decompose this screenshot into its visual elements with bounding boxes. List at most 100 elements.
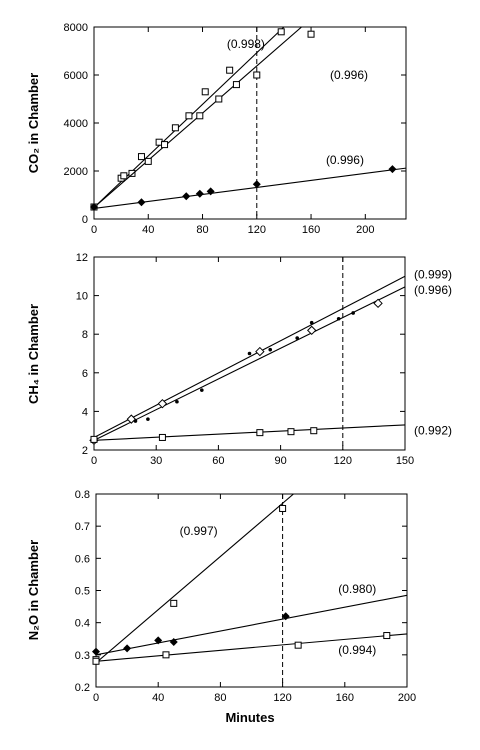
data-point xyxy=(307,30,315,38)
y-tick-label: 12 xyxy=(76,252,88,264)
r-value-label: (0.992) xyxy=(414,424,452,438)
r-value-label: (0.999) xyxy=(414,267,452,281)
data-point xyxy=(306,325,317,336)
data-point xyxy=(247,351,252,356)
data-point xyxy=(169,637,178,646)
data-point xyxy=(252,180,261,189)
data-point xyxy=(294,641,302,649)
data-point xyxy=(201,88,209,96)
y-tick-label: 0.7 xyxy=(75,521,90,533)
data-point xyxy=(92,647,100,656)
y-tick-label: 0 xyxy=(82,214,88,226)
y-tick-label: 0.6 xyxy=(75,553,90,565)
r-value-label: (0.994) xyxy=(338,643,376,657)
data-point xyxy=(137,198,146,207)
r-value-label: (0.996) xyxy=(414,283,452,297)
y-axis-label: CO₂ in Chamber xyxy=(26,73,41,173)
x-tick-label: 80 xyxy=(196,224,208,236)
data-point xyxy=(383,632,391,640)
x-tick-label: 200 xyxy=(398,692,416,704)
data-point xyxy=(309,320,314,325)
y-axis-label: N₂O in Chamber xyxy=(26,540,41,640)
data-point xyxy=(287,428,295,436)
data-point xyxy=(232,81,240,89)
panel-1: 0 40 80 120 160 20002000400060008000(0.998)(0… xyxy=(26,22,407,236)
x-tick-label: 90 xyxy=(274,455,286,467)
data-point xyxy=(170,599,178,607)
data-point xyxy=(373,298,383,309)
x-tick-label: 160 xyxy=(336,692,354,704)
data-point xyxy=(226,66,234,74)
y-tick-label: 10 xyxy=(76,291,88,303)
x-tick-label: 120 xyxy=(248,224,266,236)
y-tick-label: 6 xyxy=(82,368,88,380)
data-point xyxy=(161,141,169,149)
fit-line xyxy=(94,424,405,441)
data-point xyxy=(182,192,191,201)
y-tick-label: 6000 xyxy=(64,70,88,82)
y-tick-label: 4 xyxy=(82,406,88,418)
data-point xyxy=(268,347,273,352)
data-point xyxy=(195,189,204,198)
x-tick-label: 160 xyxy=(302,224,320,236)
x-tick-label: 80 xyxy=(214,692,226,704)
data-point xyxy=(126,414,137,424)
y-tick-label: 0.5 xyxy=(75,586,90,598)
data-point xyxy=(157,398,168,409)
data-point xyxy=(206,187,215,196)
data-point xyxy=(215,95,223,103)
plot-frame xyxy=(93,256,406,451)
data-point xyxy=(146,417,150,421)
data-point xyxy=(277,28,285,36)
x-tick-label: 0 xyxy=(93,692,99,704)
data-point xyxy=(171,124,179,132)
panel-3: 0 40 80 120 160 200 0.2 0.3 0.4 0.5 0.6 0.7 0.8 (0.99… xyxy=(26,489,416,704)
x-tick-label: 30 xyxy=(150,455,162,467)
plot-frame xyxy=(93,26,407,220)
x-tick-label: 150 xyxy=(396,455,414,467)
fit-line xyxy=(94,275,405,438)
data-point xyxy=(175,399,179,404)
x-tick-label: 120 xyxy=(334,455,352,467)
x-axis-label: Minutes xyxy=(225,710,274,725)
fit-line xyxy=(96,594,407,656)
r-value-label: (0.980) xyxy=(338,582,376,596)
data-point xyxy=(388,165,397,174)
data-point xyxy=(310,427,318,435)
x-tick-label: 0 xyxy=(91,224,97,236)
y-tick-label: 2 xyxy=(82,445,88,457)
x-tick-label: 40 xyxy=(142,224,154,236)
r-value-label: (0.997) xyxy=(180,524,218,538)
data-point xyxy=(253,71,261,79)
data-point xyxy=(256,429,264,437)
r-value-label: (0.996) xyxy=(330,68,368,82)
x-tick-label: 200 xyxy=(356,224,374,236)
y-tick-label: 0.4 xyxy=(75,618,90,630)
x-tick-label: 120 xyxy=(273,692,291,704)
data-point xyxy=(154,636,163,645)
data-point xyxy=(123,644,132,653)
data-point xyxy=(92,657,100,665)
y-tick-label: 8 xyxy=(82,329,88,341)
r-value-label: (0.996) xyxy=(326,153,364,167)
data-point xyxy=(90,435,98,443)
x-tick-label: 60 xyxy=(212,455,224,467)
y-tick-label: 0.2 xyxy=(75,682,90,694)
x-tick-label: 40 xyxy=(152,692,164,704)
panel-2: 0 30 60 90 120 150 2 4 6 8 10 12 (0.999) (0.996) (0.99… xyxy=(26,252,452,467)
y-tick-label: 8000 xyxy=(64,22,88,34)
y-tick-label: 2000 xyxy=(64,166,88,178)
data-point xyxy=(196,112,204,120)
data-point xyxy=(90,203,98,211)
y-tick-label: 0.3 xyxy=(75,650,90,662)
data-point xyxy=(158,433,166,441)
data-point xyxy=(120,172,128,180)
data-point xyxy=(255,346,265,357)
data-point xyxy=(162,651,170,659)
x-tick-label: 0 xyxy=(91,455,97,467)
data-point xyxy=(128,169,136,177)
data-point xyxy=(144,157,152,165)
data-point xyxy=(185,112,193,120)
fit-line xyxy=(94,286,405,441)
data-point xyxy=(279,504,287,512)
